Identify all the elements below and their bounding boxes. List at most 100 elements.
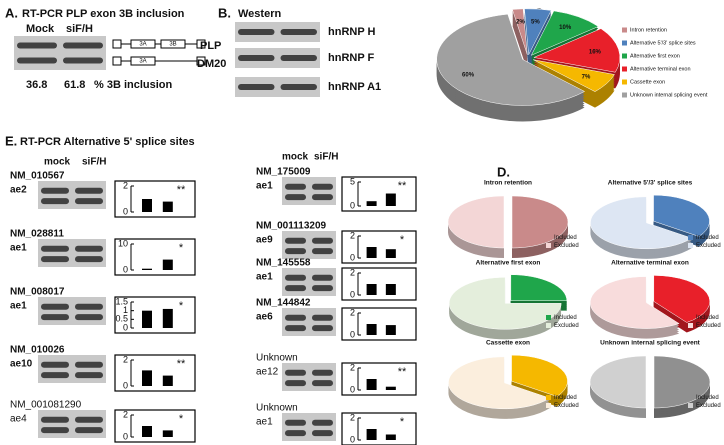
legend-label: Included — [554, 315, 577, 321]
gene-label: NM_010567 — [10, 171, 65, 182]
gel — [282, 413, 336, 441]
bar — [385, 434, 396, 440]
gel-band — [312, 314, 333, 321]
band-label: hnRNP F — [328, 52, 375, 64]
exon-label: ae9 — [256, 235, 273, 246]
gene-label: NM_010026 — [10, 345, 65, 356]
lane-label: Mock — [26, 23, 55, 35]
exon-box — [130, 56, 156, 66]
pie-title: Cassette exon — [486, 340, 530, 347]
exon-label: ae12 — [256, 367, 279, 378]
exon-box — [112, 56, 122, 66]
bar — [142, 268, 152, 270]
legend-label: Excluded — [696, 403, 721, 409]
y-tick-label: 2 — [350, 307, 355, 317]
significance: * — [179, 300, 184, 312]
gel-band — [312, 274, 333, 281]
gel-band — [41, 198, 69, 205]
gel-band — [41, 416, 69, 423]
value-label: 2% — [516, 19, 525, 25]
legend-swatch — [546, 395, 551, 400]
y-tick-label: 2 — [350, 230, 355, 240]
gel — [14, 36, 106, 70]
gel-band — [238, 84, 275, 90]
legend-label: Alternative 5'/3' splice sites — [630, 40, 696, 46]
pie-slice — [512, 8, 528, 55]
gel-band — [41, 427, 69, 434]
chart-box — [114, 180, 196, 218]
pie-slice — [530, 10, 599, 56]
legend-label: Excluded — [696, 323, 721, 329]
legend-label: Excluded — [696, 243, 721, 249]
gel-band — [285, 248, 306, 255]
value-label: 10% — [559, 25, 572, 31]
exon-box — [196, 39, 206, 49]
lane-label: siF/H — [82, 157, 106, 168]
bar — [162, 430, 173, 437]
y-tick-label: 0 — [350, 384, 355, 394]
significance: * — [400, 234, 405, 246]
pie-slice — [533, 28, 621, 73]
gel-band — [41, 361, 69, 368]
gel-band — [285, 285, 306, 292]
exon-label: ae1 — [256, 417, 273, 428]
exon-label: ae6 — [256, 312, 273, 323]
gel-band — [312, 430, 333, 437]
chart-box — [114, 409, 196, 443]
gene-label: Unknown — [256, 403, 298, 414]
y-tick-label: 0 — [350, 200, 355, 210]
gel-band — [41, 303, 69, 310]
gene-label: NM_145558 — [256, 258, 311, 269]
gel — [282, 308, 336, 336]
y-tick-label: 0 — [350, 289, 355, 299]
gel — [38, 355, 106, 383]
bar — [142, 199, 152, 212]
pie-slice — [589, 355, 647, 409]
side-label: DM20 — [197, 58, 226, 70]
value-label: 60% — [462, 73, 475, 79]
lane-label: mock — [44, 157, 71, 168]
panel-title: RT-PCR PLP exon 3B inclusion — [22, 8, 185, 20]
y-tick-label: 0.5 — [115, 314, 128, 324]
gel-band — [41, 187, 69, 194]
gel — [235, 77, 320, 97]
legend-swatch — [688, 315, 693, 320]
legend-label: Alternative first exon — [630, 53, 680, 59]
exon-box — [130, 39, 156, 49]
panel-title: RT-PCR Alternative 5' splice sites — [20, 136, 195, 148]
panel-letter: E. — [5, 133, 17, 148]
pie-title: Intron retention — [484, 180, 532, 187]
bar — [162, 375, 173, 386]
legend-swatch — [622, 92, 627, 98]
panel-letter: A. — [5, 5, 18, 20]
y-tick-label: 2 — [350, 412, 355, 422]
legend-swatch — [546, 315, 551, 320]
gel-band — [280, 84, 317, 90]
exon-label: ae10 — [10, 359, 33, 370]
pie-slice — [653, 275, 711, 323]
gel-band — [285, 369, 306, 376]
gel — [282, 177, 336, 205]
lane-label: mock — [282, 152, 309, 163]
significance: * — [179, 413, 184, 425]
exon-label: ae1 — [10, 301, 27, 312]
value-label: 16% — [589, 49, 602, 55]
chart-box — [114, 238, 196, 276]
y-tick-label: 0 — [350, 434, 355, 444]
legend-swatch — [622, 79, 627, 85]
gel-band — [75, 256, 103, 263]
bar — [366, 429, 377, 440]
y-tick-label: 1 — [123, 305, 128, 315]
pie-slice — [447, 195, 505, 249]
y-tick-label: 2 — [350, 362, 355, 372]
chart-box — [341, 230, 417, 264]
y-tick-label: 2 — [123, 180, 128, 190]
legend-swatch — [546, 243, 551, 248]
panel-letter: B. — [218, 5, 231, 20]
bar — [366, 201, 377, 206]
legend-label: Excluded — [554, 323, 579, 329]
bar — [366, 247, 377, 258]
gel-band — [312, 325, 333, 332]
pie-title: Unknown internal splicing event — [600, 340, 701, 347]
gene-label: NM_144842 — [256, 298, 311, 309]
